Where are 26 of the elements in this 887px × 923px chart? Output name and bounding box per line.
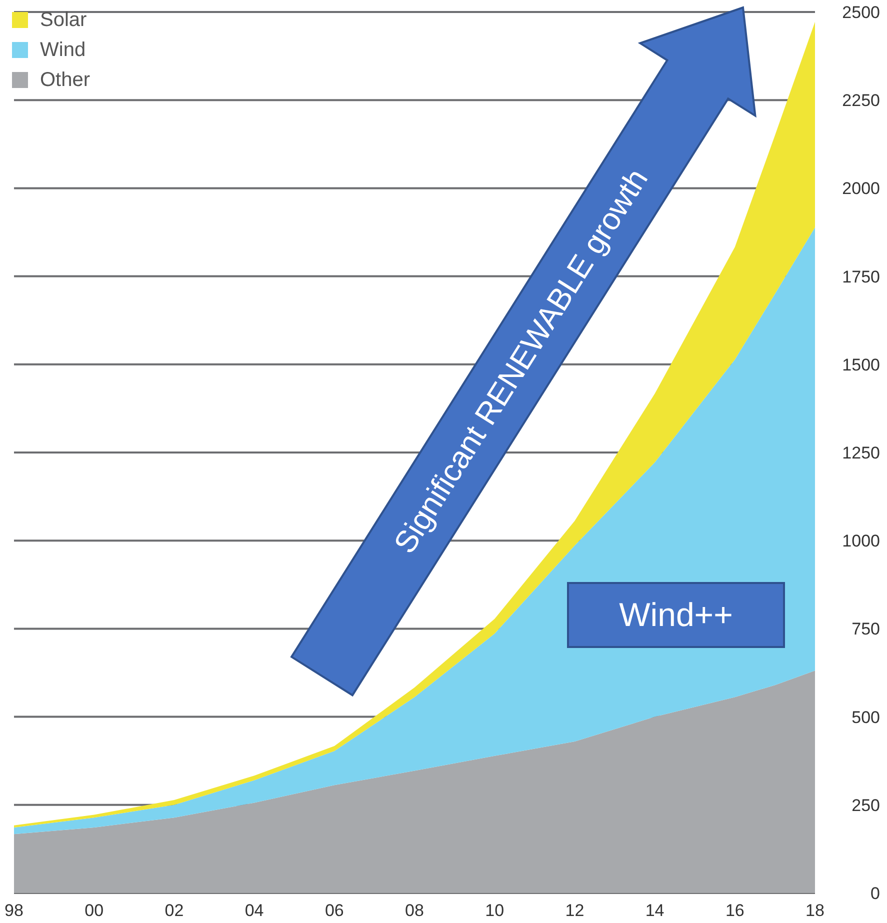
y-tick-label: 750 xyxy=(852,620,880,639)
x-tick-label: 02 xyxy=(164,901,184,920)
legend-label: Solar xyxy=(40,9,88,31)
annotation: Wind++ xyxy=(619,596,733,633)
x-tick-label: 16 xyxy=(725,901,744,920)
y-tick-label: 0 xyxy=(870,884,880,903)
y-tick-label: 500 xyxy=(852,708,880,727)
y-tick-label: 1750 xyxy=(842,267,880,286)
legend-label: Wind xyxy=(40,39,86,61)
y-tick-label: 1500 xyxy=(842,355,880,374)
x-tick-label: 18 xyxy=(806,901,824,920)
legend-label: Other xyxy=(40,69,90,91)
y-tick-label: 2250 xyxy=(842,91,880,110)
y-tick-label: 1250 xyxy=(842,443,880,462)
y-tick-label: 2000 xyxy=(842,179,880,198)
x-tick-label: 00 xyxy=(84,901,104,920)
y-tick-label: 2500 xyxy=(842,2,880,22)
x-tick-label: 10 xyxy=(485,901,504,920)
x-tick-label: 04 xyxy=(244,901,264,920)
x-tick-label: 14 xyxy=(645,901,664,920)
x-tick-label: 12 xyxy=(565,901,584,920)
x-tick-label: 08 xyxy=(405,901,424,920)
y-tick-label: 1000 xyxy=(842,532,880,551)
x-tick-label: 98 xyxy=(4,901,24,920)
x-tick-label: 06 xyxy=(324,901,344,920)
y-tick-label: 250 xyxy=(852,796,880,815)
